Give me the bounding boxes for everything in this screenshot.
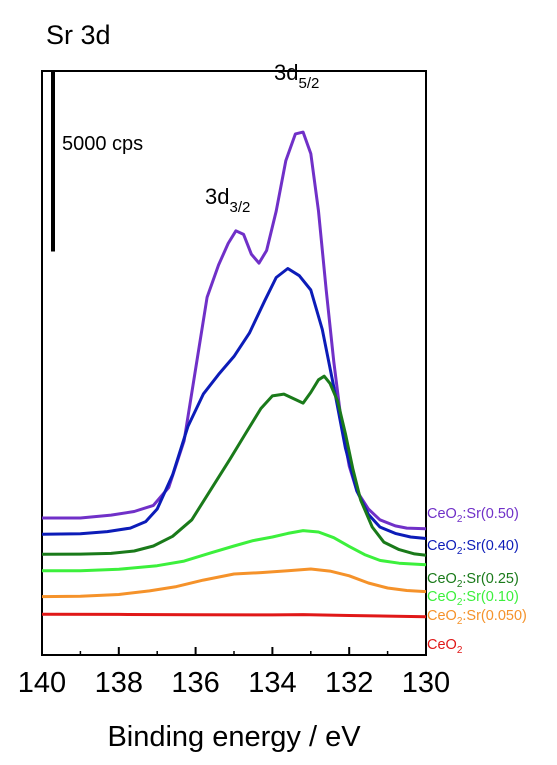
- x-tick-label: 140: [18, 667, 66, 699]
- plot-frame: [41, 70, 427, 656]
- series-line-ceo2-sr-0-50-: [42, 130, 427, 531]
- curve-labels: CeO2:Sr(0.50)CeO2:Sr(0.40)CeO2:Sr(0.25)C…: [427, 506, 527, 656]
- series-line-ceo2: [41, 612, 427, 619]
- curve-label: CeO2:Sr(0.10): [427, 589, 519, 608]
- curve-label: CeO2:Sr(0.50): [427, 506, 519, 525]
- series-line-ceo2-sr-0-40-: [41, 267, 427, 540]
- x-tick-label: 130: [402, 667, 450, 699]
- spectra-curves: [41, 130, 427, 619]
- series-line-ceo2-sr-0-10-: [42, 529, 427, 573]
- x-axis-label: Binding energy / eV: [107, 721, 361, 753]
- curve-label: CeO2:Sr(0.050): [427, 608, 527, 627]
- curve-label: CeO2:Sr(0.40): [427, 538, 519, 557]
- scale-bar: 5000 cps: [51, 72, 143, 252]
- x-tick-label: 134: [248, 667, 296, 699]
- peak-label: 3d3/2: [205, 184, 250, 216]
- series-line-ceo2-sr-0-25-: [41, 374, 427, 557]
- scale-bar-label: 5000 cps: [62, 133, 143, 155]
- x-tick-label: 138: [95, 667, 143, 699]
- curve-label: CeO2:Sr(0.25): [427, 571, 519, 590]
- x-tick-label: 132: [325, 667, 373, 699]
- peak-labels: 3d5/2 3d3/2: [205, 60, 319, 216]
- x-tick-label: 136: [171, 667, 219, 699]
- curve-label: CeO2: [427, 637, 463, 656]
- peak-label: 3d5/2: [274, 60, 319, 92]
- series-line-ceo2-sr-0-050-: [41, 567, 427, 599]
- chart-title: Sr 3d: [46, 20, 111, 50]
- x-axis-ticks: 140 138 136 134 132 130: [18, 647, 450, 699]
